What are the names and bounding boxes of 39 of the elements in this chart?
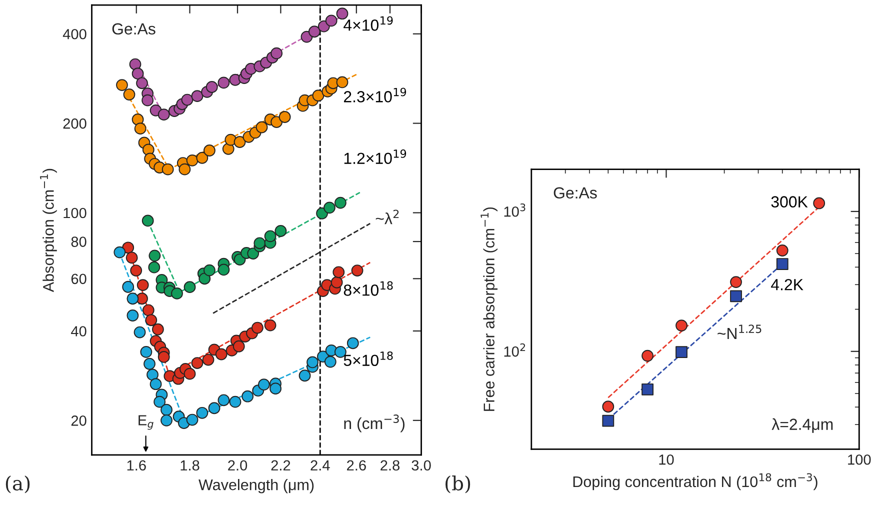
- y-axis-title: Free carrier absorption (cm$^{−1}$): [480, 207, 498, 411]
- x-tick-label: 3.0: [412, 460, 431, 471]
- y-tick-label: 80: [71, 236, 86, 247]
- y-axis-title: Absorption (cm$^{−1}$): [40, 168, 57, 292]
- series-label: 2.3×10$^{19}$: [344, 88, 406, 102]
- annotation: Ge:As: [112, 23, 156, 35]
- x-axis-title: Wavelength (μm): [198, 478, 314, 494]
- series-label: 4.2K: [771, 279, 804, 290]
- annotation: E$_{g}$: [138, 415, 154, 430]
- x-tick-label: 1.6: [127, 460, 146, 471]
- annotation: ~N$^{1.25}$: [718, 324, 762, 340]
- y-tick-label: 60: [71, 274, 86, 284]
- text: (b): [446, 476, 470, 494]
- annotation: n (cm$^{−3}$): [344, 414, 405, 432]
- x-axis-title: Doping concentration N (10$^{18}$ cm$^{−3}$): [573, 473, 818, 490]
- y-tick-label: 20: [71, 416, 86, 426]
- legend-label: 8×10$^{18}$: [344, 281, 393, 296]
- series-label: 300K: [771, 196, 808, 208]
- annotation: Ge:As: [554, 187, 597, 199]
- y-tick-label: 100: [64, 208, 86, 218]
- text: 1.2×10$^{19}$: [344, 149, 406, 164]
- x-tick-label: 2.0: [228, 460, 248, 471]
- x-tick-label: 2.4: [310, 460, 330, 470]
- y-tick-label: 200: [63, 118, 86, 129]
- legend-label: 4×10$^{19}$: [344, 16, 393, 31]
- x-tick-label: 100: [848, 454, 871, 465]
- x-tick-label: 10: [659, 454, 674, 465]
- y-tick-label: 10$^{3}$: [504, 203, 526, 217]
- x-tick-label: 2.8: [380, 460, 400, 471]
- text: (a): [6, 476, 30, 494]
- series-label: 5×10$^{18}$: [344, 351, 393, 366]
- x-tick-label: 1.8: [180, 460, 200, 471]
- x-tick-label: 2.6: [347, 460, 366, 471]
- y-tick-label: 40: [71, 326, 86, 336]
- y-tick-label: 10$^{2}$: [504, 343, 526, 357]
- annotation: λ=2.4μm: [772, 418, 833, 433]
- annotation: ~λ$^{2}$: [376, 210, 399, 224]
- y-tick-label: 400: [62, 28, 86, 40]
- x-tick-label: 2.2: [271, 460, 290, 470]
